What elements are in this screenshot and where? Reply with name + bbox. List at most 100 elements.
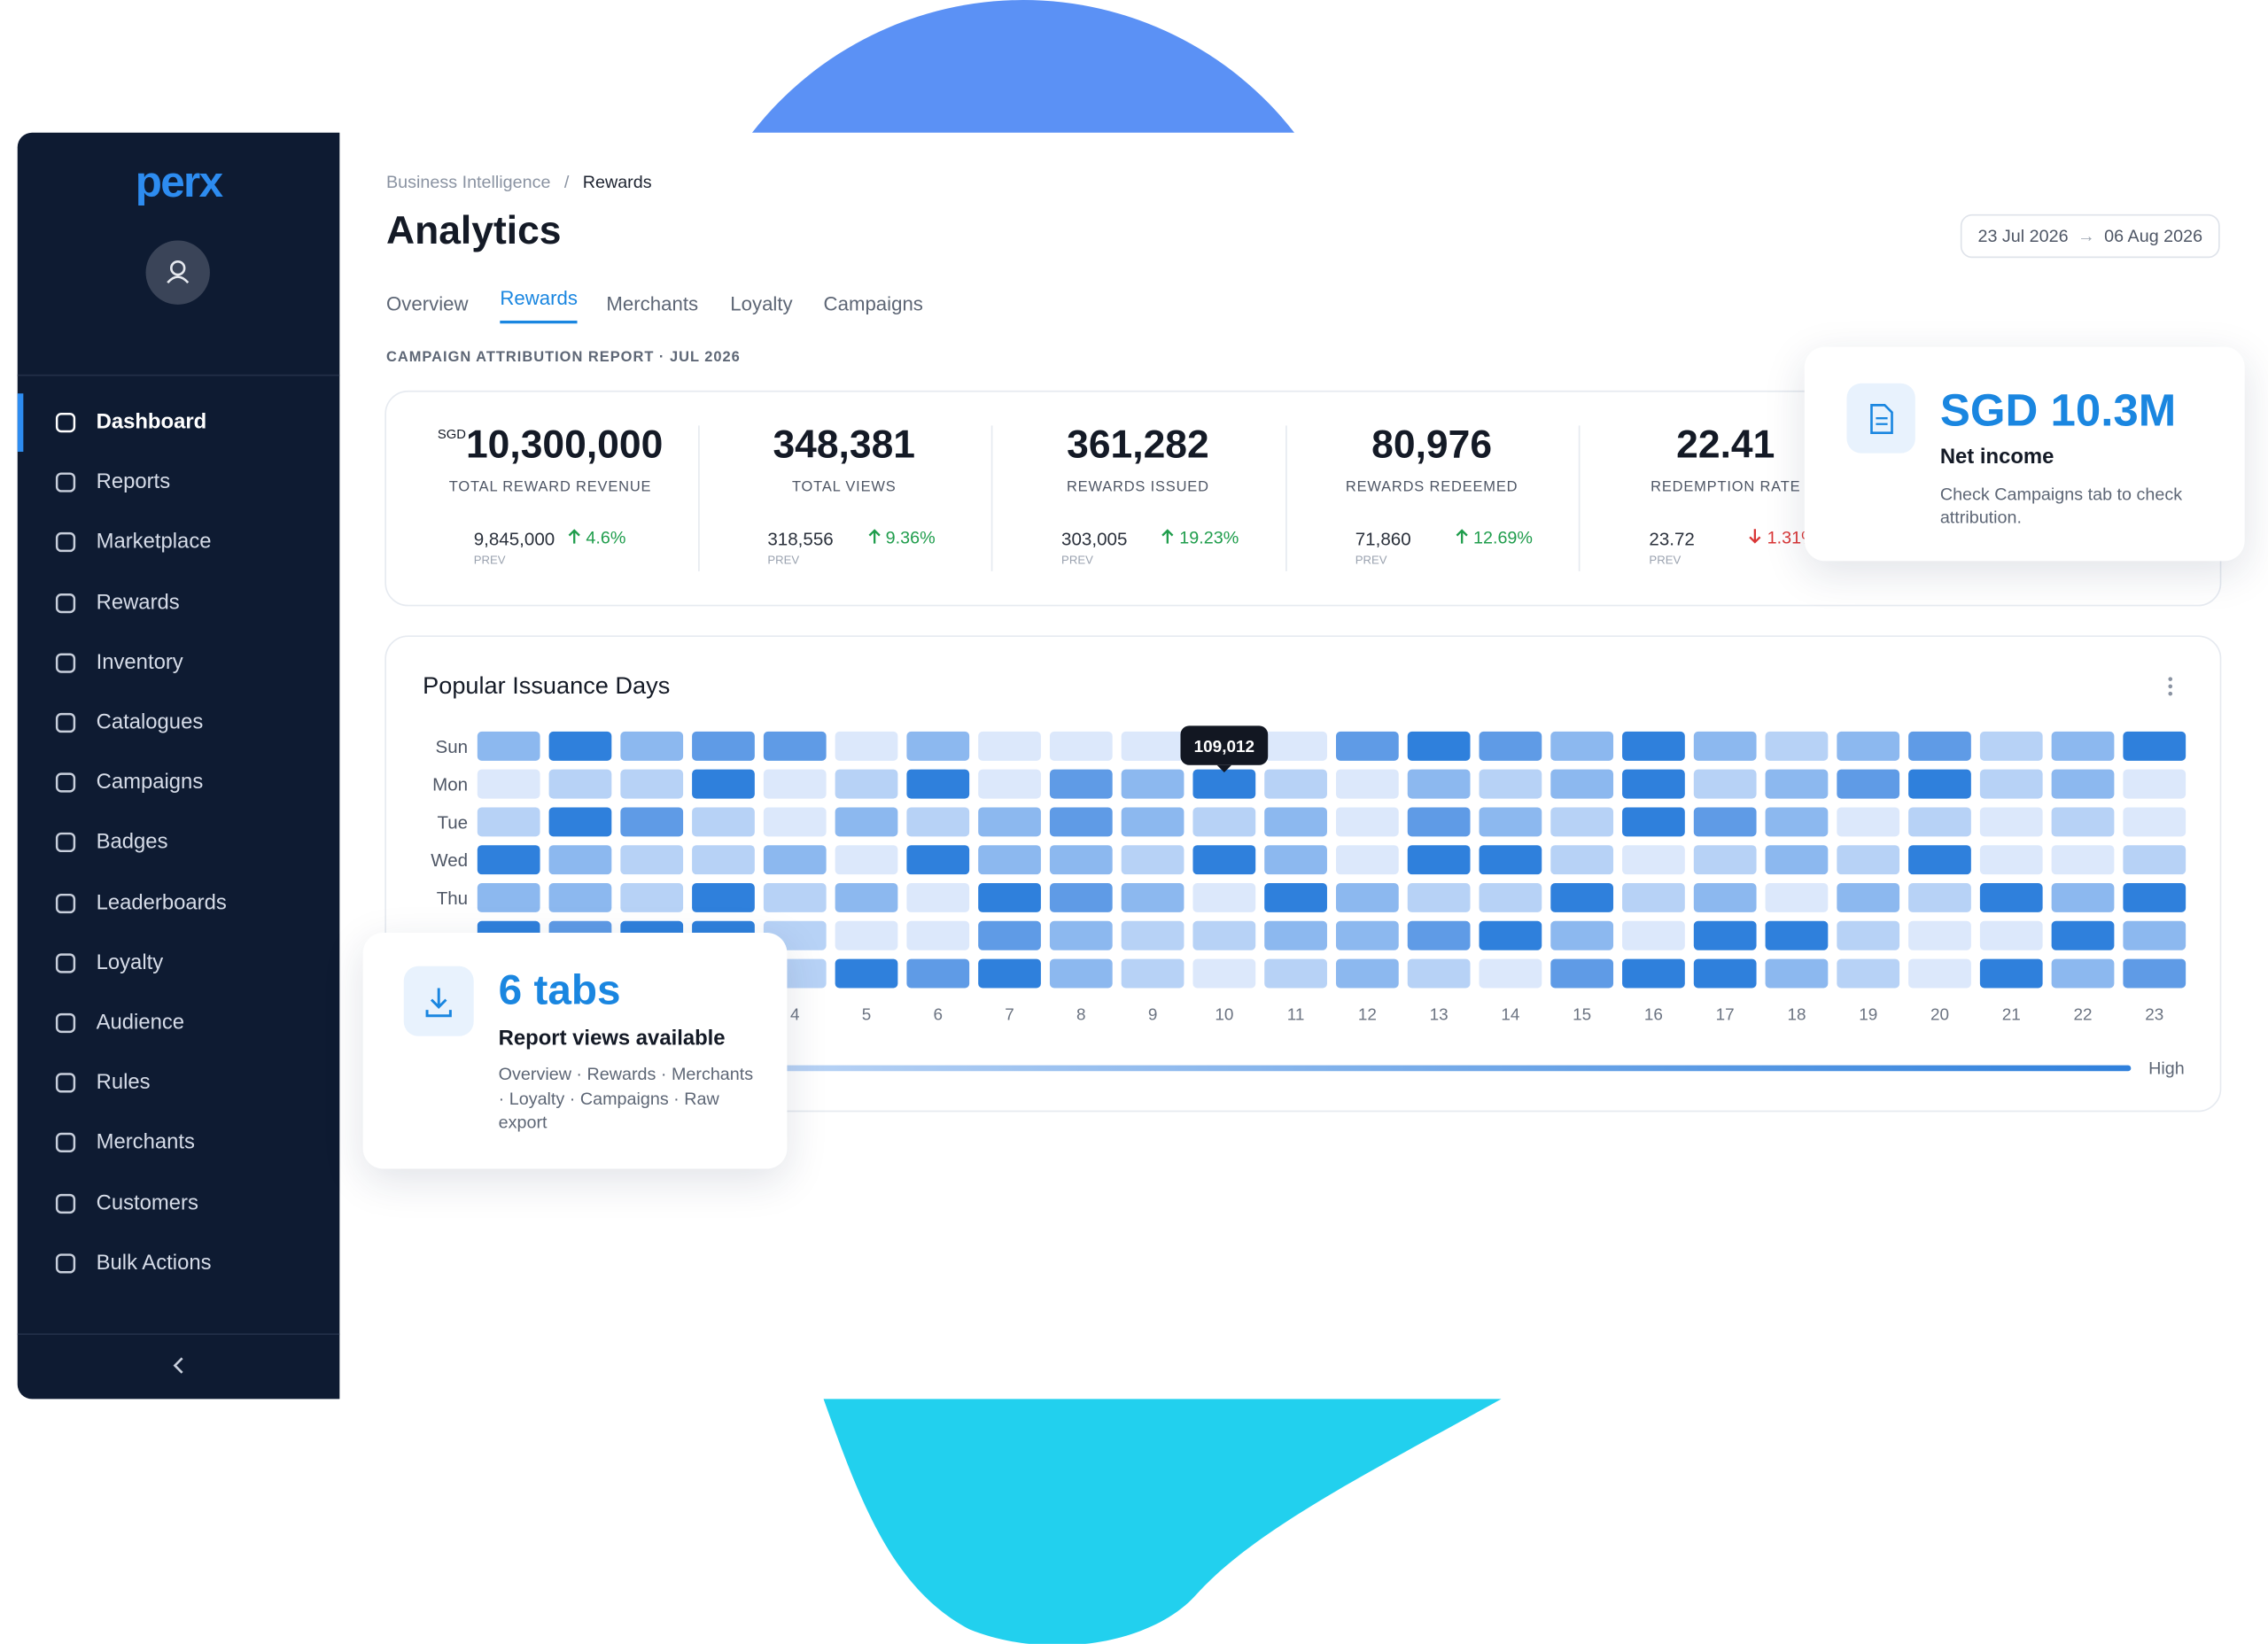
heatmap-cell: [2123, 731, 2186, 761]
heatmap-cell: [1049, 883, 1113, 912]
heatmap-cell: [548, 883, 612, 912]
tab[interactable]: Campaigns: [823, 292, 923, 315]
nav-item[interactable]: Campaigns: [18, 756, 340, 809]
trend-arrow: [1161, 529, 1174, 544]
heatmap-cell: [1264, 920, 1327, 950]
active-indicator: [17, 393, 24, 453]
nav-item[interactable]: Audience: [18, 996, 340, 1049]
heatmap-cell: [2123, 920, 2186, 950]
heatmap-cell: [1121, 731, 1184, 761]
breadcrumb-link[interactable]: Business Intelligence: [385, 172, 551, 193]
heatmap-cell: [906, 845, 970, 875]
kpi-prev: 303,005: [1061, 529, 1128, 550]
icon-shape: [55, 593, 76, 613]
more-menu[interactable]: [2164, 675, 2176, 698]
heatmap-cell: [1550, 807, 1614, 837]
icon-shape: [55, 893, 76, 913]
logo[interactable]: perx: [135, 159, 223, 207]
heatmap-cell: [692, 845, 755, 875]
icon-shape: [55, 953, 76, 973]
heatmap-cell: [1550, 769, 1614, 799]
nav-label: Inventory: [96, 651, 183, 675]
nav-item[interactable]: Catalogues: [18, 696, 340, 748]
heatmap-cell: [1837, 731, 1900, 761]
kpi-label: REWARDS REDEEMED: [1345, 479, 1518, 496]
heatmap-cell: [1479, 807, 1542, 837]
column-label: 14: [1501, 1006, 1519, 1025]
nav-item[interactable]: Inventory: [18, 637, 340, 689]
nav-label: Catalogues: [96, 710, 204, 735]
heatmap-cell: [1335, 883, 1399, 912]
heatmap-cell: [1049, 845, 1113, 875]
heatmap-cell: [1335, 958, 1399, 989]
nav-item[interactable]: Leaderboards: [18, 877, 340, 929]
heatmap-cell: [2051, 769, 2115, 799]
kpi-value: 10,300,000: [465, 423, 664, 467]
heatmap-cell: [1479, 920, 1542, 950]
tab[interactable]: Merchants: [606, 292, 699, 315]
heatmap-cell: [978, 958, 1041, 989]
column-label: 21: [2002, 1006, 2021, 1025]
heatmap-cell: [1121, 807, 1184, 837]
tab[interactable]: Rewards: [500, 287, 578, 324]
icon-shape: [55, 833, 76, 853]
nav-item[interactable]: Rules: [18, 1057, 340, 1109]
nav-item[interactable]: Rewards: [18, 577, 340, 629]
nav-item[interactable]: Loyalty: [18, 937, 340, 989]
nav-item[interactable]: Reports: [18, 456, 340, 508]
nav-item[interactable]: Merchants: [18, 1117, 340, 1169]
heatmap-cell: [906, 769, 970, 799]
heatmap-cell: [978, 883, 1041, 912]
nav-icon: [55, 772, 76, 793]
kpi-prev-label: PREV: [1061, 554, 1093, 567]
heatmap-cell: [835, 883, 898, 912]
kpi-divider: [697, 425, 700, 571]
nav-item[interactable]: Badges: [18, 817, 340, 869]
nav-label: Customers: [96, 1191, 198, 1215]
nav-icon: [55, 833, 76, 853]
heatmap-cell: [1837, 769, 1900, 799]
heatmap-cell: [1693, 958, 1757, 989]
tab[interactable]: Overview: [385, 292, 469, 315]
avatar[interactable]: [145, 240, 210, 305]
kpi-prev: 318,556: [767, 529, 834, 550]
nav-item[interactable]: Marketplace: [18, 516, 340, 569]
legend-bar: [437, 1065, 2132, 1072]
heatmap-cell: [548, 807, 612, 837]
kpi-prev-label: PREV: [1355, 554, 1387, 567]
nav-icon: [55, 1252, 76, 1274]
heatmap-cell: [1192, 845, 1256, 875]
row-label: Tue: [437, 812, 468, 833]
heatmap-cell: [1407, 769, 1471, 799]
kpi: 80,976 REWARDS REDEEMED 71,860 PREV 12.69%: [1285, 391, 1579, 606]
heatmap-cell: [477, 769, 540, 799]
heatmap-cell: [1979, 845, 2043, 875]
collapse-button[interactable]: [167, 1353, 190, 1376]
breadcrumb-separator: /: [563, 172, 570, 193]
heatmap-cell: [548, 731, 612, 761]
heatmap-cell: [906, 958, 970, 989]
icon-shape: [55, 1012, 76, 1034]
heatmap-cell: [2051, 920, 2115, 950]
kpi-label: TOTAL REWARD REVENUE: [448, 479, 652, 496]
heatmap-cell: [1550, 920, 1614, 950]
kpi-prev-label: PREV: [767, 554, 800, 567]
heatmap-cell: [1407, 920, 1471, 950]
heatmap-cell: [620, 883, 684, 912]
heatmap-cell: [1264, 807, 1327, 837]
arrow-shape: [1161, 529, 1174, 544]
heatmap-cell: [1622, 845, 1685, 875]
tab[interactable]: Loyalty: [730, 292, 793, 315]
kpi-value-row: SGD10,300,000: [404, 423, 697, 468]
nav-item[interactable]: Bulk Actions: [18, 1237, 340, 1289]
nav-item[interactable]: Customers: [18, 1177, 340, 1229]
tooltip-caret: [1216, 764, 1232, 772]
date-range[interactable]: 23 Jul 2026 → 06 Aug 2026: [1960, 213, 2220, 259]
heatmap-cell: [1407, 731, 1471, 761]
heatmap-cell: [1908, 769, 1971, 799]
kpi-value: 348,381: [773, 423, 916, 467]
heatmap-cell: [1693, 731, 1757, 761]
nav-item[interactable]: Dashboard: [18, 397, 340, 449]
kpi-change: 1.31%: [1748, 528, 1817, 548]
heatmap-cell: [2051, 845, 2115, 875]
